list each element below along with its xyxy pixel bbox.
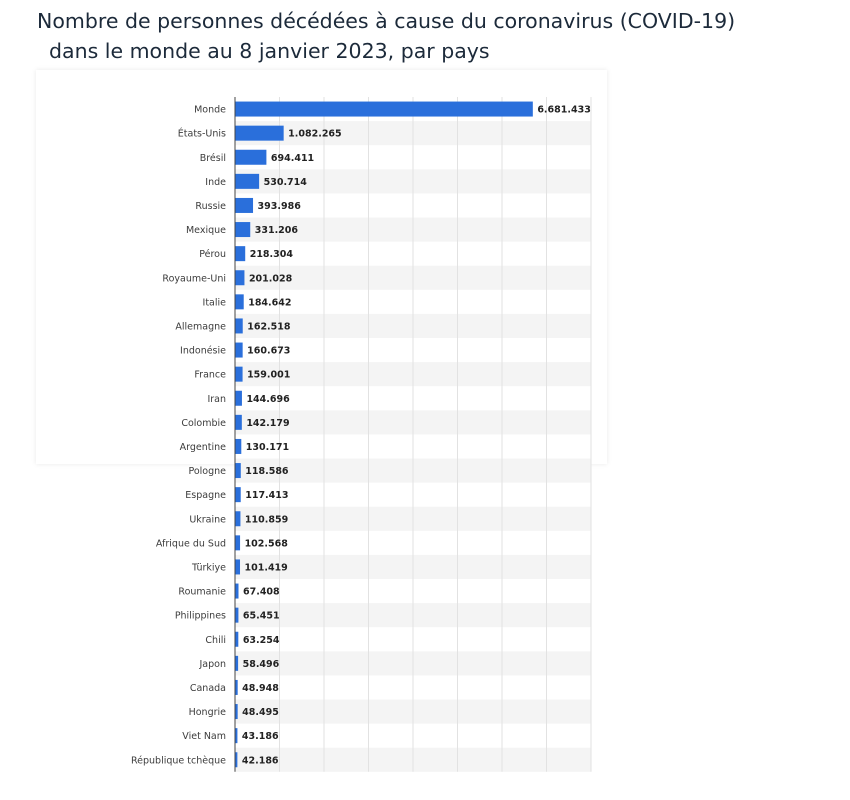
- bar: [235, 511, 241, 527]
- category-label: Pérou: [199, 249, 226, 260]
- category-label: Iran: [207, 394, 226, 405]
- value-label: 201.028: [249, 273, 293, 284]
- gridlines: [279, 97, 592, 772]
- category-label: Pologne: [188, 466, 226, 477]
- bar: [235, 294, 244, 310]
- value-label: 102.568: [245, 538, 289, 549]
- category-label: Ukraine: [189, 514, 226, 525]
- value-label: 393.986: [258, 201, 302, 212]
- category-label: Russie: [195, 201, 226, 212]
- value-label: 67.408: [243, 587, 280, 598]
- category-label: Japon: [199, 659, 227, 670]
- category-label: Monde: [194, 105, 226, 116]
- category-label: Türkiye: [191, 562, 226, 573]
- bar: [235, 438, 242, 454]
- bar: [235, 679, 238, 695]
- value-labels: 6.681.433 1.082.265 694.411 530.714 393.986 3…: [242, 105, 591, 767]
- category-label: Espagne: [185, 490, 226, 501]
- value-label: 184.642: [248, 297, 291, 308]
- value-label: 48.948: [242, 683, 279, 694]
- category-label: Colombie: [181, 418, 226, 429]
- bar: [235, 463, 241, 479]
- value-label: 530.714: [264, 177, 308, 188]
- bar: [235, 655, 239, 671]
- category-label: Chili: [205, 635, 226, 646]
- category-label: Hongrie: [189, 707, 227, 718]
- chart-title-line-1: Nombre de personnes décédées à cause du …: [37, 9, 736, 33]
- bar: [235, 149, 267, 165]
- value-label: 6.681.433: [537, 105, 591, 116]
- category-label: Philippines: [175, 611, 226, 622]
- bar: [235, 125, 284, 141]
- bar: [235, 246, 246, 262]
- bar: [235, 559, 241, 575]
- bar: [235, 270, 245, 286]
- value-label: 118.586: [245, 466, 289, 477]
- value-label: 218.304: [250, 249, 294, 260]
- bar: [235, 342, 243, 358]
- value-label: 160.673: [247, 346, 290, 357]
- bar: [235, 535, 241, 551]
- bar: [235, 222, 251, 238]
- bar: [235, 173, 260, 189]
- value-label: 48.495: [242, 707, 279, 718]
- category-label: Mexique: [186, 225, 226, 236]
- chart-title: Nombre de personnes décédées à cause du …: [37, 6, 797, 66]
- value-label: 63.254: [243, 635, 280, 646]
- bars: [235, 101, 533, 768]
- value-label: 162.518: [247, 321, 291, 332]
- bar: [235, 101, 533, 117]
- category-label: Canada: [190, 683, 226, 694]
- bar: [235, 487, 241, 503]
- bar: [235, 583, 239, 599]
- chart-title-line-2: dans le monde au 8 janvier 2023, par pay…: [49, 39, 490, 63]
- category-label: France: [194, 370, 226, 381]
- category-labels: Monde États-Unis Brésil Inde Russie Mexique Pé…: [131, 105, 226, 767]
- value-label: 65.451: [243, 611, 280, 622]
- value-label: 101.419: [245, 562, 288, 573]
- value-label: 694.411: [271, 153, 314, 164]
- value-label: 159.001: [247, 370, 290, 381]
- value-label: 1.082.265: [288, 129, 342, 140]
- category-label: Inde: [205, 177, 226, 188]
- value-label: 43.186: [242, 731, 279, 742]
- value-label: 117.413: [245, 490, 288, 501]
- category-label: Viet Nam: [182, 731, 226, 742]
- bar: [235, 318, 243, 334]
- category-label: République tchèque: [131, 755, 226, 766]
- bar: [235, 752, 238, 768]
- category-label: Roumanie: [178, 587, 226, 598]
- category-label: États-Unis: [178, 128, 226, 140]
- value-label: 42.186: [242, 755, 279, 766]
- bar: [235, 704, 238, 720]
- bar: [235, 197, 254, 213]
- value-label: 144.696: [246, 394, 290, 405]
- value-label: 130.171: [246, 442, 289, 453]
- bar: [235, 366, 243, 382]
- bar: [235, 728, 238, 744]
- category-label: Brésil: [200, 153, 226, 164]
- bar: [235, 631, 239, 647]
- value-label: 142.179: [246, 418, 289, 429]
- value-label: 110.859: [245, 514, 288, 525]
- category-label: Royaume-Uni: [162, 273, 226, 284]
- category-label: Allemagne: [175, 321, 226, 332]
- category-label: Argentine: [180, 442, 227, 453]
- category-label: Afrique du Sud: [156, 538, 226, 549]
- category-label: Italie: [203, 297, 227, 308]
- value-label: 58.496: [243, 659, 280, 670]
- bar: [235, 414, 242, 430]
- bar: [235, 390, 242, 406]
- value-label: 331.206: [255, 225, 299, 236]
- bar: [235, 607, 239, 623]
- category-label: Indonésie: [180, 346, 226, 357]
